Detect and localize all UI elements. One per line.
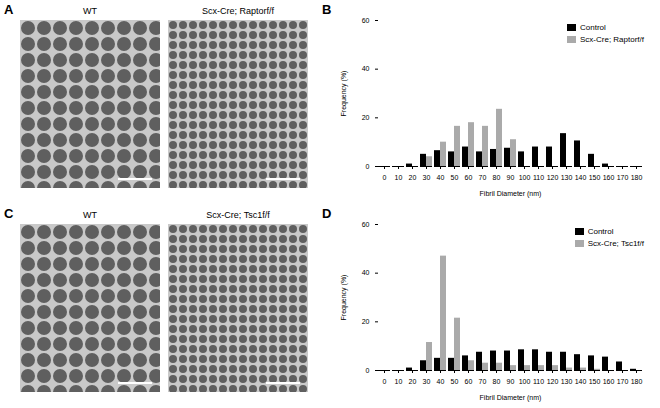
- svg-text:0: 0: [366, 367, 370, 374]
- svg-text:150: 150: [589, 378, 601, 385]
- html-text:Scx-Cre; Raptorf/f: Scx-Cre; Raptorf/f: [202, 6, 274, 16]
- svg-text:120: 120: [547, 174, 559, 181]
- svg-text:140: 140: [575, 378, 587, 385]
- svg-text:Frequency (%): Frequency (%): [340, 71, 348, 117]
- svg-text:80: 80: [493, 174, 501, 181]
- svg-text:70: 70: [479, 174, 487, 181]
- svg-text:30: 30: [423, 174, 431, 181]
- html-text:Scx-Cre; Raptorf/f: Scx-Cre; Raptorf/f: [580, 35, 644, 44]
- html-text:Control: Control: [587, 227, 614, 236]
- svg-text:110: 110: [533, 174, 544, 181]
- svg-text:100: 100: [519, 378, 531, 385]
- svg-text:170: 170: [617, 378, 629, 385]
- svg-text:40: 40: [362, 269, 370, 276]
- svg-text:40: 40: [437, 174, 445, 181]
- svg-text:150: 150: [589, 174, 601, 181]
- svg-text:70: 70: [479, 378, 487, 385]
- svg-text:120: 120: [547, 378, 559, 385]
- html-text:Scx-Cre; Tsc1f/f: Scx-Cre; Tsc1f/f: [587, 239, 644, 248]
- svg-text:60: 60: [465, 174, 473, 181]
- html-text:B: B: [322, 2, 332, 17]
- html-text:Control: Control: [580, 23, 606, 32]
- svg-text:20: 20: [409, 174, 417, 181]
- svg-text:Fibril Diameter (nm): Fibril Diameter (nm): [480, 190, 542, 198]
- svg-text:50: 50: [451, 174, 459, 181]
- svg-text:20: 20: [362, 318, 370, 325]
- svg-text:0: 0: [366, 163, 370, 170]
- svg-text:130: 130: [561, 378, 573, 385]
- svg-text:20: 20: [362, 114, 370, 121]
- html-text:WT: WT: [83, 6, 97, 16]
- svg-text:60: 60: [362, 221, 370, 228]
- svg-text:180: 180: [631, 378, 643, 385]
- html-text:D: D: [322, 206, 332, 221]
- svg-text:50: 50: [451, 378, 459, 385]
- svg-text:160: 160: [603, 378, 615, 385]
- svg-text:0: 0: [383, 378, 387, 385]
- svg-text:20: 20: [409, 378, 417, 385]
- svg-text:40: 40: [362, 65, 370, 72]
- svg-text:Frequency (%): Frequency (%): [340, 275, 348, 321]
- svg-text:30: 30: [423, 378, 431, 385]
- svg-text:60: 60: [465, 378, 473, 385]
- svg-text:60: 60: [362, 17, 370, 24]
- svg-text:140: 140: [575, 174, 587, 181]
- svg-text:40: 40: [437, 378, 445, 385]
- svg-text:130: 130: [561, 174, 573, 181]
- html-text:A: A: [4, 2, 14, 17]
- svg-text:80: 80: [493, 378, 501, 385]
- svg-text:160: 160: [603, 174, 615, 181]
- html-text:C: C: [4, 206, 14, 221]
- svg-text:0: 0: [383, 174, 387, 181]
- svg-text:90: 90: [507, 174, 515, 181]
- svg-text:90: 90: [507, 378, 515, 385]
- svg-text:Fibril Diameter (nm): Fibril Diameter (nm): [480, 394, 542, 402]
- html-text:Scx-Cre; Tsc1f/f: Scx-Cre; Tsc1f/f: [206, 210, 270, 220]
- svg-text:180: 180: [631, 174, 643, 181]
- html-text:WT: WT: [83, 210, 97, 220]
- svg-text:100: 100: [519, 174, 531, 181]
- svg-text:110: 110: [533, 378, 544, 385]
- svg-text:10: 10: [395, 174, 403, 181]
- svg-text:170: 170: [617, 174, 629, 181]
- svg-text:10: 10: [395, 378, 403, 385]
